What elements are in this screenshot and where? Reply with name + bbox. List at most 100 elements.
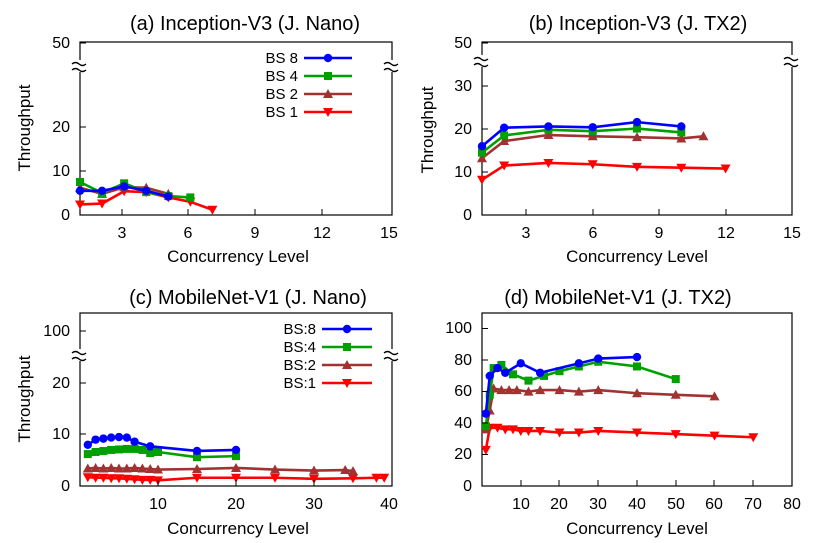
data-point-bs2 (709, 391, 720, 401)
data-point-bs1 (207, 205, 218, 215)
panel-b-xtick: 9 (655, 225, 664, 242)
data-point-bs4 (107, 445, 116, 454)
panel-c-x-label: Concurrency Level (167, 519, 309, 538)
panel-b-ytick: 20 (454, 121, 472, 138)
data-point-bs8 (574, 359, 584, 368)
data-point-bs4 (633, 124, 641, 133)
panel-c-xtick: 10 (149, 496, 167, 513)
panel-d-title: (d) MobileNet-V1 (J. TX2) (504, 287, 731, 309)
legend-marker-bs4 (324, 72, 332, 80)
panel-c-ytick: 100 (43, 323, 70, 340)
data-point-bs2 (504, 385, 515, 395)
legend-c-label-bs4: BS:4 (283, 339, 316, 356)
data-point-bs2 (670, 389, 681, 399)
data-point-bs1 (121, 474, 132, 484)
panel-a-xtick: 6 (184, 225, 193, 242)
data-point-bs2 (231, 462, 241, 472)
data-point-bs1 (114, 474, 124, 484)
panel-a-ytick: 50 (52, 35, 70, 52)
panel-d-frame (481, 312, 793, 487)
panel-b-xtick: 12 (717, 225, 735, 242)
data-point-bs4 (186, 193, 195, 202)
data-point-bs4 (540, 371, 548, 380)
data-point-bs1 (106, 474, 117, 484)
data-point-bs2 (499, 136, 510, 146)
panel-d-ytick: 60 (454, 383, 472, 400)
data-point-bs2 (523, 386, 534, 396)
panel-d-x-ticks: 10 20 30 40 50 60 70 80 (512, 480, 801, 513)
data-point-bs1 (309, 474, 319, 484)
data-point-bs1 (543, 158, 554, 168)
panel-d-xtick: 60 (705, 496, 723, 513)
panel-a-axis-break (71, 60, 399, 73)
data-point-bs4 (524, 376, 533, 385)
data-point-bs1 (480, 445, 491, 455)
data-point-bs4 (122, 444, 131, 453)
data-point-bs8 (107, 433, 116, 442)
data-point-bs4 (500, 131, 509, 140)
data-point-bs4 (99, 446, 108, 455)
data-point-bs8 (119, 182, 129, 191)
panel-b-title: (b) Inception-V3 (J. TX2) (529, 13, 748, 35)
data-point-bs4 (138, 445, 147, 454)
series-line-bs2 (87, 466, 354, 473)
data-point-bs8 (677, 122, 686, 131)
panel-d-y-ticks: 0 20 40 60 80 100 (445, 320, 488, 495)
panel-d-plot (480, 352, 759, 455)
panel-d-xtick: 80 (783, 496, 801, 513)
data-point-bs2 (573, 386, 584, 396)
data-point-bs1 (632, 162, 642, 172)
series-line-bs2 (484, 387, 715, 430)
panel-c-axis-break (71, 349, 399, 362)
data-point-bs1 (75, 200, 85, 210)
data-point-bs1 (748, 433, 759, 443)
panel-a-legend: BS 8 BS 4 BS 2 BS 1 (265, 50, 352, 121)
data-point-bs2 (496, 385, 507, 395)
panel-d-ytick: 20 (454, 446, 472, 463)
panel-a-x-label: Concurrency Level (167, 247, 309, 266)
panel-d-ytick: 80 (454, 352, 472, 369)
data-point-bs1 (632, 428, 642, 438)
data-point-bs8 (99, 434, 108, 443)
panel-a-break-mark-left (71, 61, 87, 73)
data-point-bs2 (98, 463, 109, 473)
data-point-bs2 (129, 462, 140, 472)
panel-a-xtick: 12 (313, 225, 331, 242)
data-point-bs8 (485, 371, 494, 381)
panel-c: (c) MobileNet-V1 (J. Nano) 0 10 20 100 1… (15, 287, 399, 538)
data-point-bs2 (511, 385, 522, 395)
data-point-bs1 (492, 423, 503, 433)
panel-d-xtick: 30 (589, 496, 607, 513)
data-point-bs2 (543, 130, 554, 140)
panel-c-xtick: 30 (305, 496, 323, 513)
data-point-bs4 (193, 453, 201, 462)
data-point-bs4 (154, 448, 162, 457)
data-point-bs1 (670, 430, 681, 440)
data-point-bs1 (231, 473, 241, 483)
panel-a-frame (79, 41, 393, 216)
data-point-bs1 (523, 426, 534, 436)
panel-d-ytick: 0 (463, 478, 472, 495)
panel-b-y-label: Throughput (418, 86, 437, 173)
panel-b-ytick: 10 (454, 164, 472, 181)
data-point-bs8 (75, 186, 85, 195)
data-point-bs2 (632, 388, 642, 398)
data-point-bs8 (142, 186, 151, 195)
panel-c-xtick: 40 (380, 496, 398, 513)
data-point-bs8 (499, 123, 509, 132)
data-point-bs1 (137, 475, 148, 485)
panel-a-ytick: 20 (52, 119, 70, 136)
panel-c-ytick: 0 (61, 478, 70, 495)
panel-d-x-label: Concurrency Level (566, 519, 708, 538)
legend-c-label-bs8: BS:8 (283, 321, 316, 338)
data-point-bs1 (508, 425, 518, 435)
panel-c-y-ticks: 0 10 20 100 (43, 323, 86, 495)
legend-marker-bs2 (323, 89, 333, 98)
legend-marker-bs1 (323, 108, 333, 117)
data-point-bs8 (146, 442, 155, 451)
data-point-bs4 (481, 422, 490, 431)
panel-c-break-mark-left (71, 350, 87, 362)
panel-b-ytick: 30 (454, 78, 472, 95)
data-point-bs1 (515, 426, 526, 436)
legend-a-label-bs1: BS 1 (265, 104, 298, 121)
